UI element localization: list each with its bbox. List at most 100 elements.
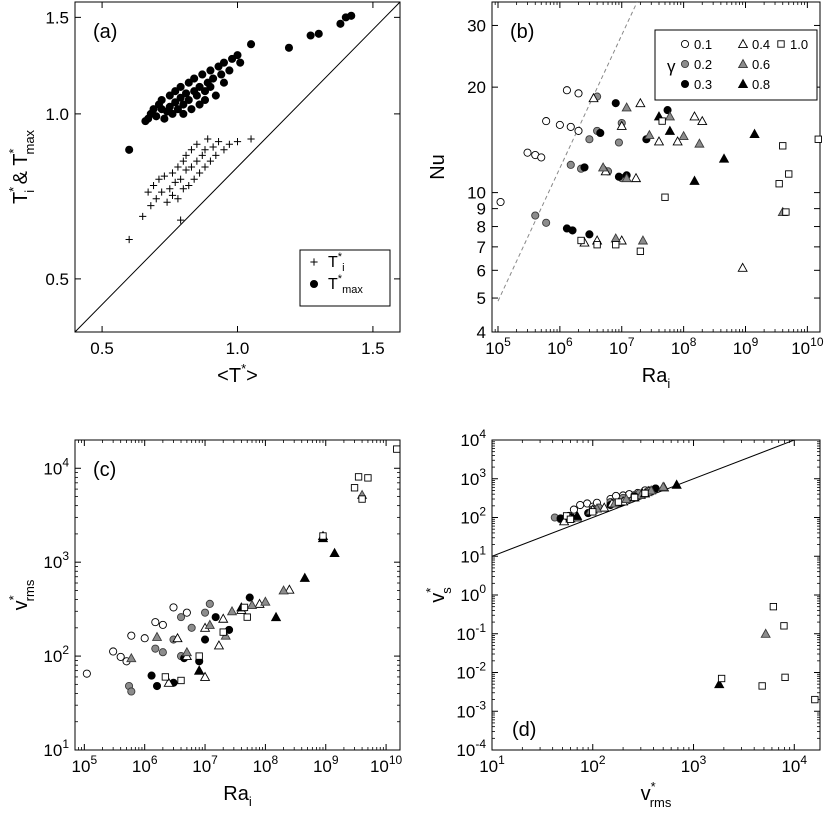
plot-frame	[74, 439, 401, 751]
x-tick-label-base: 10	[485, 339, 504, 358]
data-point	[319, 532, 327, 540]
x-tick-label-base: 10	[370, 757, 389, 776]
y-label-sup: *	[423, 588, 438, 593]
data-point	[270, 611, 282, 622]
panel-label: (a)	[93, 21, 117, 43]
y-label-sub: rms	[22, 579, 37, 601]
data-point	[225, 140, 233, 148]
data-point	[171, 87, 180, 96]
series-03	[562, 99, 672, 239]
y-tick-label-exp: 4	[62, 455, 69, 469]
data-point	[537, 153, 546, 162]
y-tick-label: 101	[43, 737, 69, 760]
x-tick-label: 109	[733, 335, 759, 358]
x-tick-label-exp: 5	[90, 753, 97, 767]
data-point	[393, 445, 401, 453]
data-point	[193, 140, 201, 148]
data-point	[173, 105, 182, 114]
legend-marker	[309, 279, 319, 289]
data-point	[166, 185, 174, 193]
y-tick-label: 10-3	[456, 698, 486, 721]
x-axis-label: <T*>	[217, 361, 258, 387]
x-tick-label: 103	[681, 753, 707, 776]
data-point	[585, 230, 594, 239]
data-point	[177, 676, 185, 685]
data-point	[219, 78, 229, 87]
y-tick-label-exp: 3	[479, 466, 486, 480]
x-tick-label-exp: 10	[810, 335, 824, 349]
legend-label: 0.1	[694, 37, 712, 52]
data-point	[165, 102, 174, 111]
x-tick-label-base: 10	[313, 757, 332, 776]
data-point	[678, 130, 689, 141]
data-point	[209, 143, 217, 151]
data-point	[610, 233, 621, 243]
y-label-sub: max	[22, 129, 37, 154]
data-point	[621, 172, 632, 183]
y-tick-label: 4	[477, 323, 486, 342]
data-point	[125, 145, 134, 154]
y-tick-label-exp: -3	[475, 698, 486, 712]
data-point	[177, 216, 185, 224]
data-point	[160, 172, 168, 180]
data-point	[658, 481, 669, 491]
data-point	[630, 172, 642, 183]
data-point	[127, 687, 136, 696]
data-point	[336, 19, 345, 28]
legend-marker	[737, 58, 749, 68]
x-tick-label: 106	[547, 335, 573, 358]
data-point	[152, 195, 160, 203]
data-point	[158, 188, 166, 196]
legend-frame	[299, 249, 391, 307]
data-point	[247, 135, 255, 143]
legend-label: 0.6	[752, 57, 770, 72]
data-point	[179, 100, 188, 109]
data-point	[531, 211, 540, 220]
legend-marker	[777, 40, 785, 48]
data-point	[151, 644, 160, 653]
data-point	[635, 97, 646, 108]
data-point	[152, 681, 162, 691]
data-point	[641, 489, 649, 497]
data-point	[199, 671, 211, 681]
data-point	[182, 166, 190, 174]
data-point	[206, 82, 215, 91]
data-point	[214, 138, 223, 146]
data-point	[329, 547, 340, 558]
data-point	[574, 89, 583, 98]
data-point	[236, 58, 245, 67]
x-label-sup: *	[241, 361, 246, 376]
x-tick-label-base: 10	[547, 339, 566, 358]
y-label-sub: i	[22, 190, 37, 193]
data-point	[168, 191, 177, 200]
legend-label: 0.2	[694, 57, 712, 72]
data-point	[200, 635, 210, 644]
y-tick-label: 10-4	[456, 737, 486, 760]
series-06	[126, 489, 368, 675]
data-point	[775, 180, 783, 188]
data-point	[542, 117, 551, 126]
x-axis-label: v* rms	[641, 779, 672, 810]
legend-label: 0.8	[752, 77, 770, 92]
data-point	[195, 82, 204, 91]
data-point	[147, 671, 156, 680]
x-axis-label: Rai	[223, 783, 252, 809]
data-point	[206, 157, 215, 165]
data-point	[569, 505, 578, 514]
y-tick-label: 104	[460, 427, 486, 450]
reference-line	[75, 2, 400, 332]
legend: T*iT*max	[299, 249, 391, 307]
x-tick-label: 107	[192, 753, 218, 776]
y-tick-label-exp: -2	[475, 660, 486, 674]
data-point	[616, 120, 627, 130]
legend-name: T	[328, 276, 338, 293]
y-tick-label-exp: 2	[479, 505, 486, 519]
data-point	[177, 175, 185, 183]
data-point	[621, 102, 632, 112]
y-tick-label-exp: 1	[62, 737, 69, 751]
y-tick-label-exp: -1	[475, 621, 486, 635]
data-point	[646, 485, 657, 495]
data-point	[149, 105, 158, 114]
